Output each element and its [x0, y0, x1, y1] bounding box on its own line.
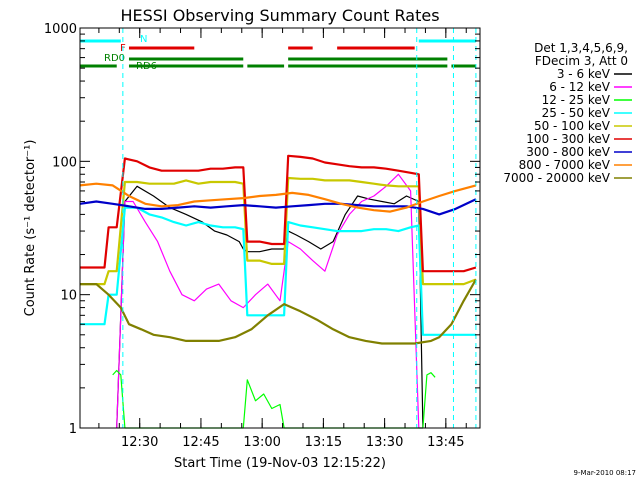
- axis-layer: 1 10 100 1000 12:30 12:45 13:00 13:15 13:30 13:45: [44, 22, 480, 450]
- y-tick-label: 10: [60, 289, 77, 304]
- legend-header: Det 1,3,4,5,6,9,: [534, 41, 628, 55]
- series-line-300-800-kev: [79, 198, 477, 216]
- legend-label-12-25-kev: 12 - 25 keV: [542, 93, 611, 107]
- legend-header: FDecim 3, Att 0: [535, 54, 628, 68]
- flags-layer: NFRD0RD6: [80, 28, 477, 428]
- y-tick-label: 1: [69, 422, 77, 437]
- series-line-25-50-kev: [80, 206, 476, 336]
- legend-label-6-12-kev: 6 - 12 keV: [549, 80, 611, 94]
- date-stamp: 9-Mar-2010 08:17: [574, 469, 636, 477]
- legend-label-300-800-kev: 300 - 800 keV: [526, 145, 610, 159]
- series-line-6-12-kev: [116, 173, 423, 429]
- plot-frame: [79, 27, 481, 429]
- legend: Det 1,3,4,5,6,9,FDecim 3, Att 03 - 6 keV…: [503, 41, 632, 185]
- series-line-50-100-kev: [80, 176, 477, 286]
- flag-label-n: N: [140, 34, 147, 45]
- legend-label-7000-20000-kev: 7000 - 20000 keV: [503, 171, 610, 185]
- x-tick-label: 13:45: [427, 435, 464, 450]
- legend-label-100-300-kev: 100 - 300 keV: [526, 132, 610, 146]
- x-tick-label: 12:30: [121, 435, 158, 450]
- series-line-800-7000-kev: [79, 182, 477, 213]
- series-line-100-300-kev: [80, 154, 477, 273]
- legend-label-3-6-kev: 3 - 6 keV: [557, 67, 611, 81]
- flag-label-rd0: RD0: [104, 53, 125, 64]
- y-axis-label: Count Rate (s⁻¹ detector⁻¹): [23, 140, 38, 317]
- series-line-3-6-kev: [116, 185, 424, 429]
- legend-label-25-50-kev: 25 - 50 keV: [542, 106, 611, 120]
- legend-label-800-7000-kev: 800 - 7000 keV: [519, 158, 611, 172]
- x-tick-label: 13:15: [305, 435, 342, 450]
- series-line-7000-20000-kev: [80, 278, 477, 345]
- y-tick-label: 1000: [44, 22, 77, 37]
- flag-label-rd6: RD6: [136, 61, 157, 72]
- series-layer: [79, 154, 477, 429]
- x-tick-label: 13:00: [243, 435, 280, 450]
- chart-title: HESSI Observing Summary Count Rates: [120, 6, 439, 25]
- x-tick-label: 13:30: [366, 435, 403, 450]
- y-tick-label: 100: [52, 155, 77, 170]
- x-axis-label: Start Time (19-Nov-03 12:15:22): [174, 456, 386, 471]
- series-line-12-25-kev: [112, 369, 436, 429]
- x-tick-label: 12:45: [182, 435, 219, 450]
- legend-label-50-100-kev: 50 - 100 keV: [534, 119, 611, 133]
